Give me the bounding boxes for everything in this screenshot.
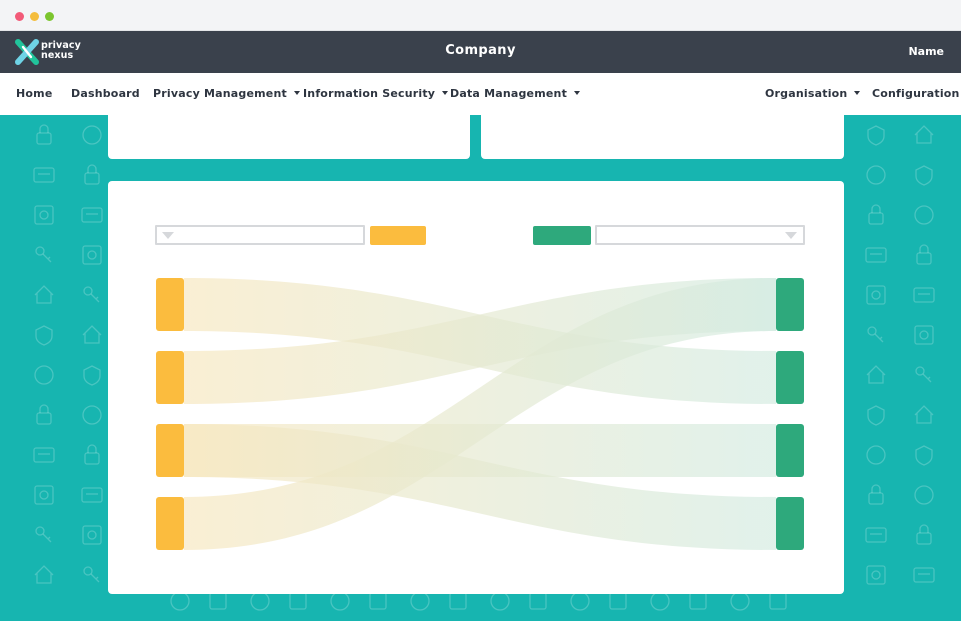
sankey-target-node[interactable] (776, 278, 804, 331)
nav-organisation[interactable]: Organisation (765, 87, 861, 100)
data-flow-card (108, 181, 844, 594)
source-action-button[interactable] (370, 226, 426, 245)
sankey-link[interactable] (184, 424, 776, 550)
chevron-down-icon (162, 232, 174, 239)
sankey-nodes (156, 278, 804, 550)
chevron-down-icon (574, 91, 581, 95)
summary-card-left (108, 115, 470, 159)
user-name-menu[interactable]: Name (908, 45, 944, 58)
nav-information-security[interactable]: Information Security (303, 87, 449, 100)
minimize-window-button[interactable] (30, 12, 39, 21)
sankey-chart (156, 278, 804, 550)
close-window-button[interactable] (15, 12, 24, 21)
sankey-source-node[interactable] (156, 424, 184, 477)
nav-privacy-management[interactable]: Privacy Management (153, 87, 300, 100)
nav-configuration[interactable]: Configuration (872, 87, 960, 100)
sankey-target-node[interactable] (776, 351, 804, 404)
sankey-source-node[interactable] (156, 351, 184, 404)
nav-data-management[interactable]: Data Management (450, 87, 581, 100)
sankey-target-node[interactable] (776, 424, 804, 477)
window-titlebar (0, 0, 961, 31)
main-navigation: Home Dashboard Privacy Management Inform… (0, 73, 961, 115)
sankey-target-node[interactable] (776, 497, 804, 550)
sankey-flows (184, 278, 776, 550)
target-select[interactable] (595, 225, 805, 245)
source-select[interactable] (155, 225, 365, 245)
logo-wordmark: privacy nexus (41, 40, 81, 61)
nav-dashboard[interactable]: Dashboard (71, 87, 140, 100)
sankey-link[interactable] (184, 278, 776, 550)
sankey-source-node[interactable] (156, 497, 184, 550)
chevron-down-icon (293, 91, 300, 95)
sankey-source-node[interactable] (156, 278, 184, 331)
security-icons-pattern (33, 124, 935, 611)
privacy-nexus-logo-icon[interactable] (14, 39, 40, 65)
chevron-down-icon (854, 91, 861, 95)
content-area (0, 115, 961, 621)
target-action-button[interactable] (533, 226, 591, 245)
chevron-down-icon (442, 91, 449, 95)
company-title: Company (445, 43, 516, 58)
app-header: privacy nexus Company Name (0, 31, 961, 73)
maximize-window-button[interactable] (45, 12, 54, 21)
chevron-down-icon (785, 232, 797, 239)
nav-home[interactable]: Home (16, 87, 53, 100)
summary-card-right (481, 115, 844, 159)
